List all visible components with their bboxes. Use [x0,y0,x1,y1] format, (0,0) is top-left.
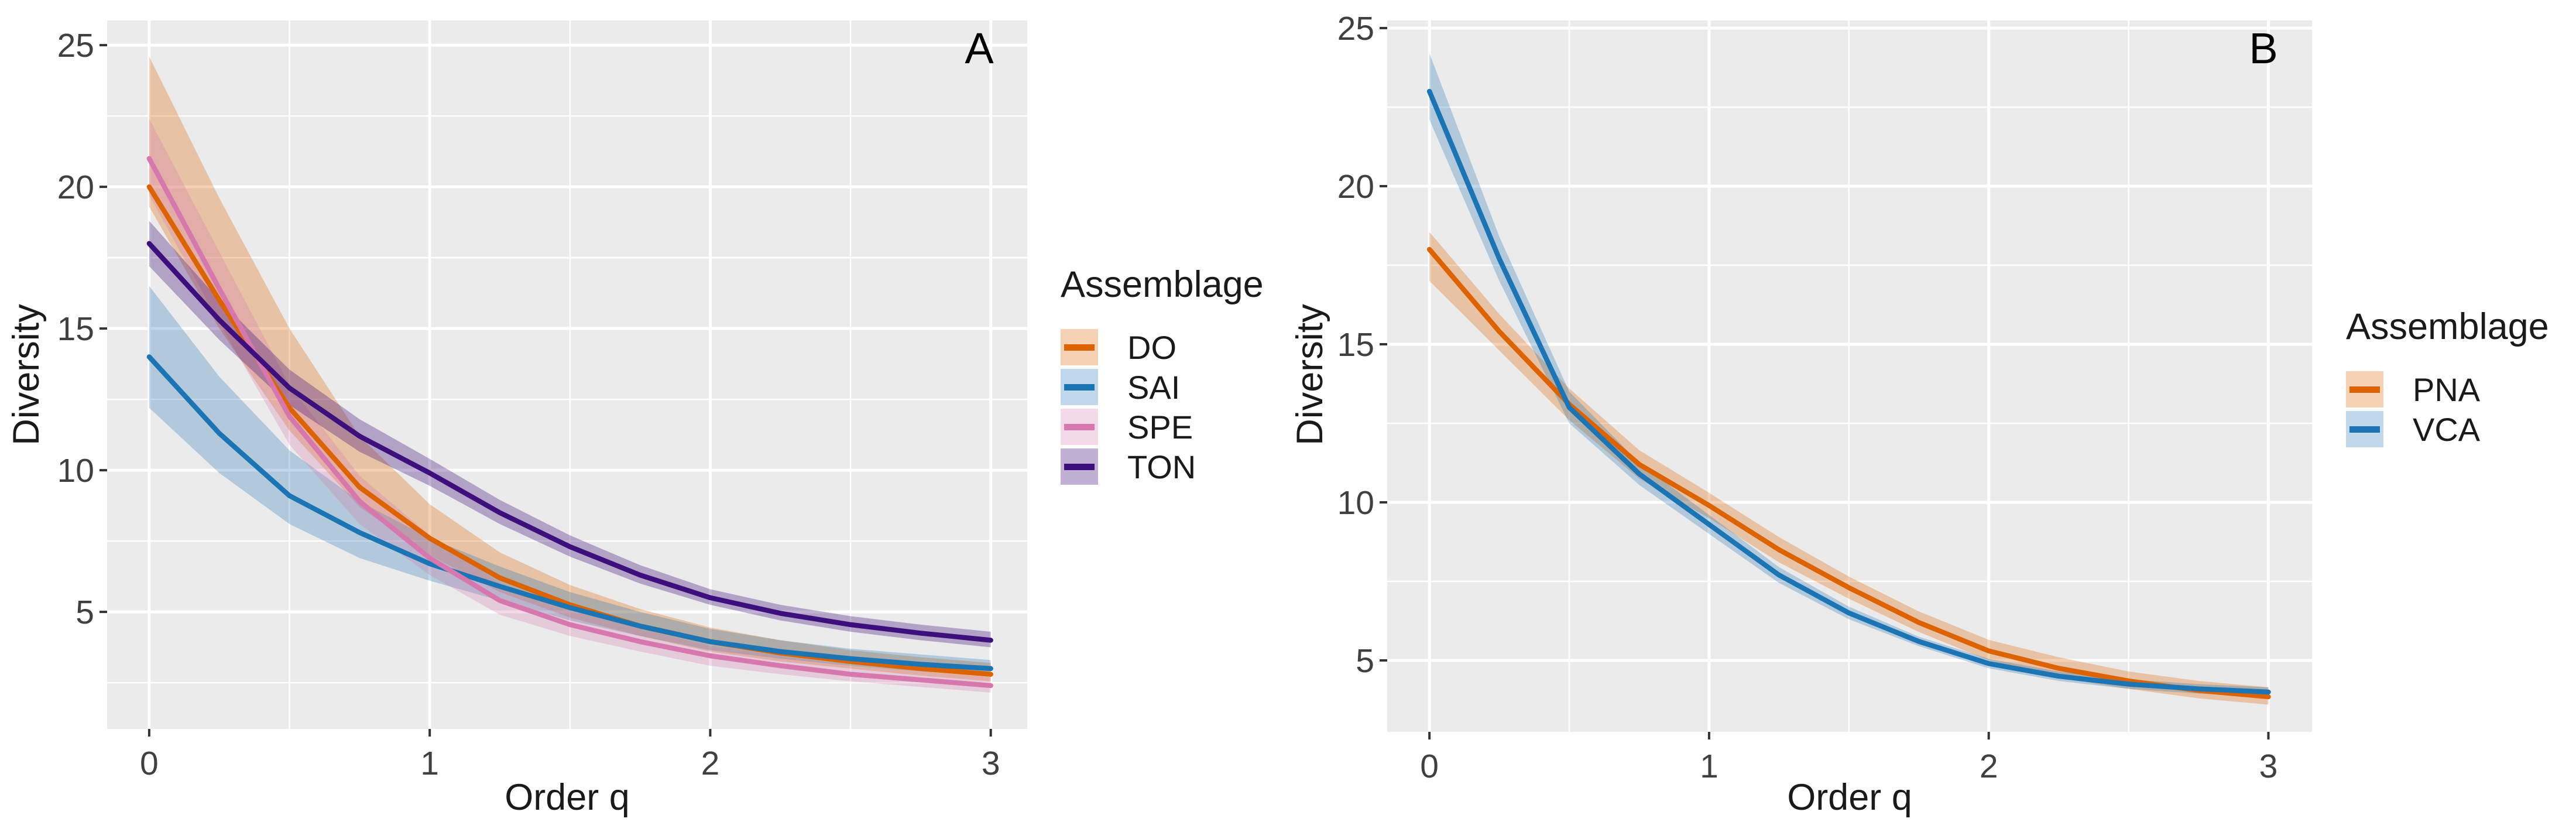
y-axis-title-panel-a: Diversity [6,304,47,446]
panel-label-b: B [2249,24,2278,73]
legend-label-SAI: SAI [1127,368,1181,406]
x-tick-label: 1 [1700,748,1719,785]
series-line-DO [146,184,993,677]
legend-row-SAI: SAI [1061,368,1264,406]
legend-key-SPE-line [1064,424,1095,430]
x-axis-title-panel-a: Order q [505,777,630,818]
panel-label-a: A [965,24,994,73]
y-tick-label: 5 [1356,642,1374,680]
x-tick-label: 3 [2259,748,2278,785]
y-tick-label: 10 [57,452,94,489]
legend-items-panel-a: DO SAI SPE TON [1061,329,1264,485]
legend-key-TON-line [1064,464,1095,470]
legend-title-panel-b: Assemblage [2346,306,2549,347]
legend-label-TON: TON [1127,448,1196,485]
legend-row-DO: DO [1061,328,1264,366]
legend-key-VCA-line [2349,426,2380,433]
y-tick-label: 10 [1337,484,1374,522]
legend-label-SPE: SPE [1127,408,1193,446]
legend-row-PNA: PNA [2346,371,2549,408]
legend-key-DO-line [1064,344,1095,351]
legend-key-VCA-swatch [2346,411,2383,447]
series-line-SAI [146,354,993,672]
legend-panel-b: Assemblage PNA VCA [2346,306,2549,451]
x-axis-title-panel-b: Order q [1787,777,1912,818]
legend-panel-a: Assemblage DO SAI SPE TON [1061,263,1264,488]
x-tick-label: 1 [420,745,439,782]
y-tick-label: 15 [1337,326,1374,364]
legend-key-PNA-swatch [2346,371,2383,407]
legend-row-TON: TON [1061,448,1264,485]
series-line-SPE [146,156,993,689]
y-tick-label: 20 [1337,168,1374,206]
legend-items-panel-b: PNA VCA [2346,371,2549,448]
legend-row-VCA: VCA [2346,410,2549,448]
legend-key-TON-swatch [1061,448,1098,485]
y-tick-label: 20 [57,169,94,206]
series-line-VCA [1426,88,2271,695]
legend-label-VCA: VCA [2413,410,2481,448]
ci-ribbon-SAI [149,286,991,676]
series-line-TON [146,241,993,643]
legend-key-SPE-swatch [1061,409,1098,445]
x-tick-label: 2 [1980,748,1998,785]
legend-label-PNA: PNA [2413,371,2481,408]
legend-row-SPE: SPE [1061,408,1264,446]
y-axis-title-panel-b: Diversity [1289,304,1330,446]
legend-key-PNA-line [2349,386,2380,393]
y-tick-label: 5 [76,594,94,631]
legend-key-SAI-swatch [1061,369,1098,405]
x-tick-label: 0 [1420,748,1439,785]
legend-title-panel-a: Assemblage [1061,264,1264,305]
legend-key-DO-swatch [1061,329,1098,365]
y-tick-label: 25 [1337,10,1374,47]
x-tick-label: 0 [140,745,159,782]
y-tick-label: 25 [57,27,94,64]
y-tick-label: 15 [57,310,94,348]
legend-label-DO: DO [1127,328,1176,366]
x-tick-label: 3 [982,745,1000,782]
legend-key-SAI-line [1064,384,1095,391]
x-tick-label: 2 [701,745,720,782]
